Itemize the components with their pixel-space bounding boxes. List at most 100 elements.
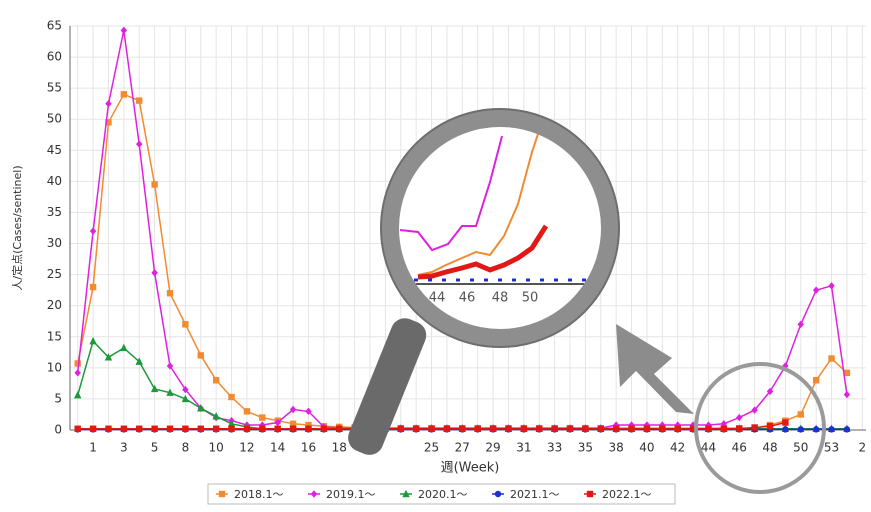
marker [181, 394, 190, 403]
marker [74, 425, 81, 432]
y-axis-label: 人/定点(Cases/sentinel) [10, 165, 24, 290]
marker [274, 418, 281, 427]
marker [120, 425, 128, 432]
marker [843, 426, 851, 433]
x-tick-label: 18 [332, 441, 347, 455]
marker [197, 404, 205, 412]
marker [310, 490, 318, 498]
x-tick-label: 10 [209, 441, 224, 455]
marker [136, 140, 143, 148]
marker [689, 425, 697, 432]
marker [612, 425, 620, 432]
highlight-circle [694, 362, 826, 494]
marker [274, 425, 281, 432]
y-tick-label: 40 [47, 174, 62, 188]
marker [212, 425, 220, 432]
lens-tick-label: 46 [459, 291, 476, 306]
x-tick-label: 3 [120, 441, 128, 455]
marker [305, 425, 312, 432]
x-tick-label: 31 [516, 441, 531, 455]
marker [766, 423, 774, 430]
x-tick-label: 2 [858, 441, 866, 455]
marker [166, 425, 174, 432]
magnifier-handle [348, 318, 427, 455]
marker [197, 425, 204, 432]
marker [120, 26, 128, 35]
marker [197, 352, 204, 359]
x-tick-label: 12 [239, 441, 254, 455]
x-tick-label: 25 [424, 441, 439, 455]
legend-label: 2022.1～ [602, 488, 652, 501]
marker [105, 119, 112, 126]
marker [659, 425, 666, 432]
x-tick-label: 35 [578, 441, 593, 455]
marker [166, 290, 174, 297]
marker [289, 420, 297, 427]
x-tick-label: 8 [182, 441, 190, 455]
marker [566, 425, 574, 432]
marker [828, 426, 835, 433]
marker [136, 425, 143, 432]
marker [674, 425, 681, 432]
marker [120, 343, 128, 352]
arrow [616, 324, 694, 414]
lens-line [399, 135, 503, 252]
marker [135, 357, 143, 365]
lens-rim [381, 109, 619, 347]
marker [182, 425, 189, 432]
x-tick-label: 16 [301, 441, 316, 455]
marker [843, 369, 851, 377]
marker [218, 490, 226, 498]
marker [736, 413, 743, 422]
marker [227, 419, 236, 427]
marker [766, 387, 774, 396]
marker [551, 425, 558, 432]
marker [459, 425, 466, 432]
marker [828, 282, 835, 290]
marker [489, 425, 497, 432]
marker [505, 425, 512, 432]
marker [151, 425, 158, 432]
marker [166, 388, 174, 396]
marker [136, 97, 143, 104]
marker [782, 419, 789, 426]
marker [74, 360, 81, 367]
marker [412, 425, 420, 432]
marker [166, 362, 174, 370]
lens-tick-label: 50 [522, 291, 539, 306]
marker [259, 414, 266, 421]
y-tick-label: 15 [47, 329, 62, 343]
marker [720, 425, 728, 432]
marker [536, 425, 543, 432]
marker [628, 425, 635, 432]
marker [828, 355, 835, 362]
marker [397, 425, 404, 432]
marker [259, 425, 266, 432]
marker [797, 426, 804, 433]
marker [243, 425, 251, 432]
marker [89, 283, 97, 291]
legend-label: 2019.1～ [326, 488, 376, 501]
marker [736, 425, 743, 432]
marker [443, 425, 451, 432]
x-tick-label: 14 [270, 441, 285, 455]
marker [151, 269, 158, 277]
x-tick-label: 40 [639, 441, 654, 455]
marker [73, 390, 82, 399]
marker [843, 390, 851, 399]
marker [586, 490, 594, 498]
marker [228, 393, 235, 401]
marker [812, 286, 820, 294]
x-tick-label: 38 [609, 441, 624, 455]
marker [89, 336, 97, 345]
marker [705, 425, 712, 432]
y-tick-label: 30 [47, 236, 62, 250]
marker [212, 377, 220, 384]
legend-label: 2020.1～ [418, 488, 468, 501]
marker [182, 385, 189, 394]
lens-rim-edge [380, 108, 620, 348]
y-tick-label: 45 [47, 143, 62, 157]
lens-line [417, 224, 549, 280]
y-tick-label: 0 [54, 423, 62, 437]
